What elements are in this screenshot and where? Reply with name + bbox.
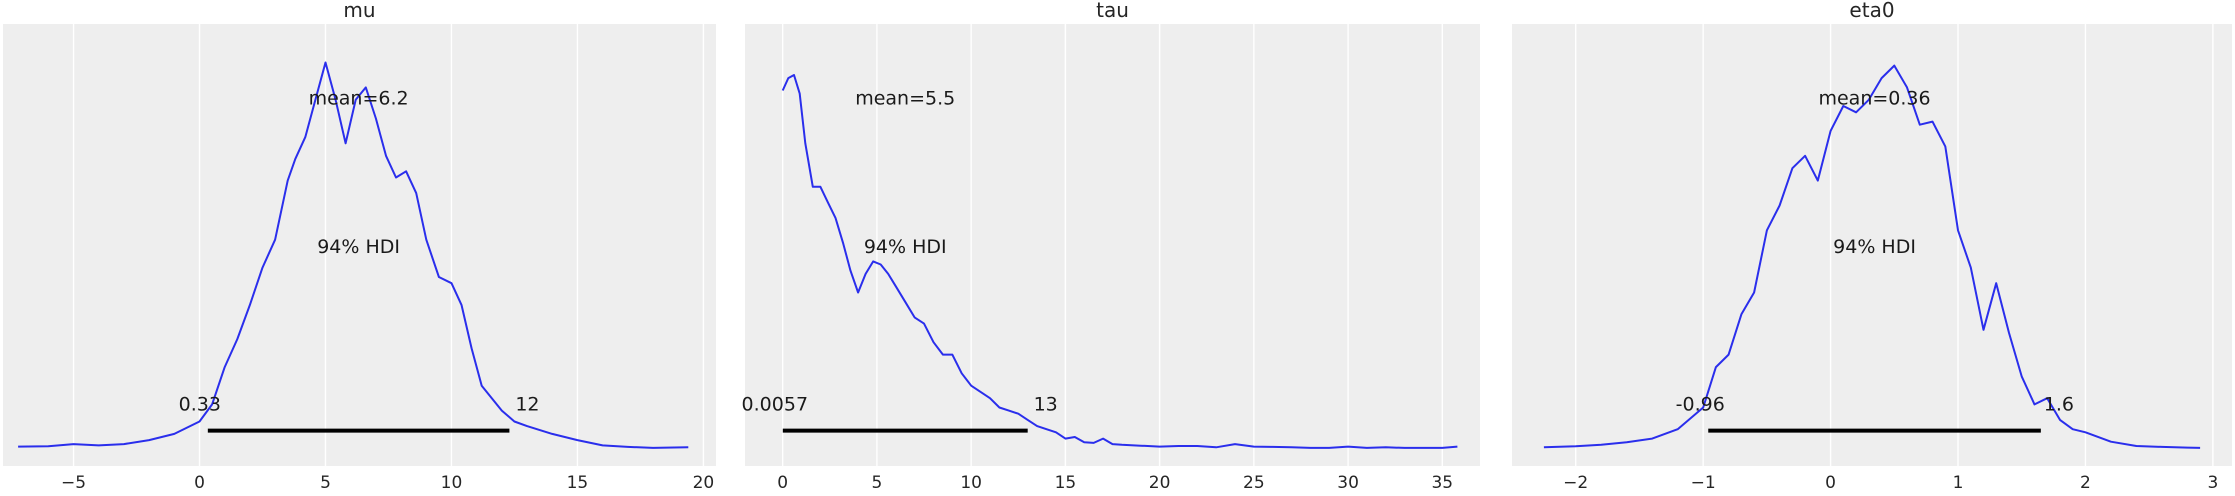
mean-label: mean=5.5 (855, 87, 955, 109)
density-line (781, 74, 1458, 449)
x-tick-label: 2 (2080, 473, 2091, 493)
x-tick-label: 10 (441, 473, 463, 493)
density-line (18, 61, 689, 449)
x-tick-label: 0 (1825, 473, 1836, 493)
panel-title: mu (343, 0, 375, 22)
mean-label: mean=0.36 (1818, 87, 1930, 109)
x-tick-label: 20 (693, 473, 715, 493)
x-tick-label: 20 (1149, 473, 1171, 493)
x-tick-label: −1 (1691, 473, 1716, 493)
x-tick-label: 0 (777, 473, 788, 493)
plot-background (3, 24, 716, 466)
x-tick-label: 1 (1953, 473, 1964, 493)
x-tick-label: 15 (567, 473, 589, 493)
hdi-low-label: -0.96 (1676, 394, 1725, 416)
hdi-caption: 94% HDI (864, 236, 947, 258)
x-tick-label: 10 (960, 473, 982, 493)
x-tick-label: 25 (1243, 473, 1265, 493)
x-tick-label: −5 (61, 473, 86, 493)
plot-background (1512, 24, 2232, 466)
panel-title: tau (1096, 0, 1129, 22)
hdi-low-label: 0.33 (179, 394, 221, 416)
hdi-low-label: 0.0057 (742, 394, 808, 416)
panel-tau: tau 0 5 10 15 20 25 30 35 0.0057 13 94% HDI mean=5.5 (742, 0, 1480, 493)
density-line (1543, 64, 2201, 449)
hdi-high-label: 1.6 (2044, 394, 2074, 416)
x-tick-label: 0 (194, 473, 205, 493)
panel-eta0: eta0 −2 −1 0 1 2 3 -0.96 1.6 94% HDI mean=0.36 (1512, 0, 2232, 493)
x-tick-label: 3 (2207, 473, 2218, 493)
hdi-high-label: 13 (1034, 394, 1058, 416)
plot-background (745, 24, 1480, 466)
x-tick-label: 5 (320, 473, 331, 493)
hdi-caption: 94% HDI (317, 236, 400, 258)
hdi-high-label: 12 (515, 394, 539, 416)
x-tick-label: −2 (1563, 473, 1588, 493)
panel-title: eta0 (1849, 0, 1894, 22)
x-tick-label: 35 (1431, 473, 1453, 493)
x-tick-label: 30 (1337, 473, 1359, 493)
x-tick-label: 5 (872, 473, 883, 493)
hdi-caption: 94% HDI (1833, 236, 1916, 258)
x-tick-label: 15 (1055, 473, 1077, 493)
panel-mu: mu −5 0 5 10 15 20 0.33 12 94% HDI mean=6.2 (3, 0, 716, 493)
mean-label: mean=6.2 (309, 87, 409, 109)
